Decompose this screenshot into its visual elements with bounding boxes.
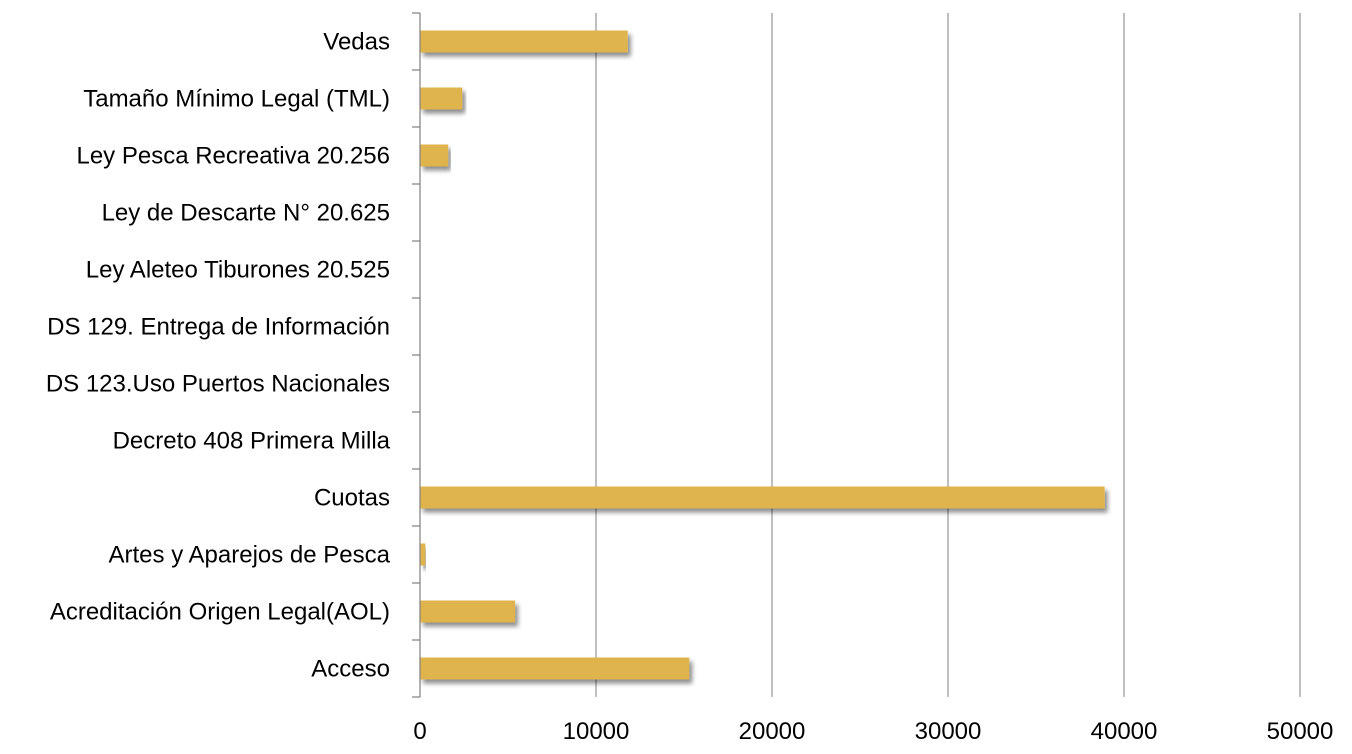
x-tick-label: 50000: [1267, 718, 1334, 745]
bar: [420, 657, 690, 680]
category-label: DS 123.Uso Puertos Nacionales: [46, 371, 390, 398]
bar: [420, 30, 628, 53]
bar: [420, 87, 463, 110]
gridlines: [595, 13, 1301, 697]
bar: [420, 543, 426, 566]
category-label: Acceso: [311, 656, 390, 683]
category-label: Vedas: [323, 29, 390, 56]
bar: [420, 144, 449, 167]
x-tick-label: 10000: [563, 718, 630, 745]
bars: [420, 30, 1105, 680]
x-tick-label: 30000: [915, 718, 982, 745]
x-tick-label: 0: [413, 718, 426, 745]
bar: [420, 600, 516, 623]
category-label: Ley Pesca Recreativa 20.256: [76, 143, 390, 170]
x-tick-labels: 0 10000 20000 30000 40000 50000: [413, 718, 1333, 745]
x-tick-label: 20000: [739, 718, 806, 745]
category-label: Cuotas: [314, 485, 390, 512]
category-label: Ley Aleteo Tiburones 20.525: [86, 257, 390, 284]
axes: [412, 12, 421, 698]
category-label: Decreto 408 Primera Milla: [113, 428, 391, 455]
category-label: DS 129. Entrega de Información: [47, 314, 390, 341]
category-labels: Vedas Tamaño Mínimo Legal (TML) Ley Pesca …: [46, 29, 391, 683]
category-label: Acreditación Origen Legal(AOL): [50, 599, 390, 626]
bar: [420, 486, 1105, 509]
category-label: Tamaño Mínimo Legal (TML): [83, 86, 390, 113]
category-label: Artes y Aparejos de Pesca: [109, 542, 391, 569]
x-tick-label: 40000: [1091, 718, 1158, 745]
category-label: Ley de Descarte N° 20.625: [102, 200, 390, 227]
